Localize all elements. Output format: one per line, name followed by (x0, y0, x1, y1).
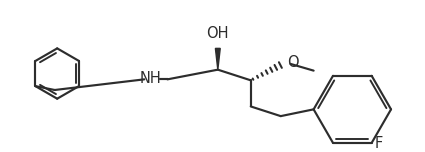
Text: F: F (374, 136, 383, 151)
Text: OH: OH (207, 26, 229, 41)
Text: O: O (287, 55, 299, 70)
Text: NH: NH (139, 71, 161, 86)
Polygon shape (215, 48, 220, 70)
